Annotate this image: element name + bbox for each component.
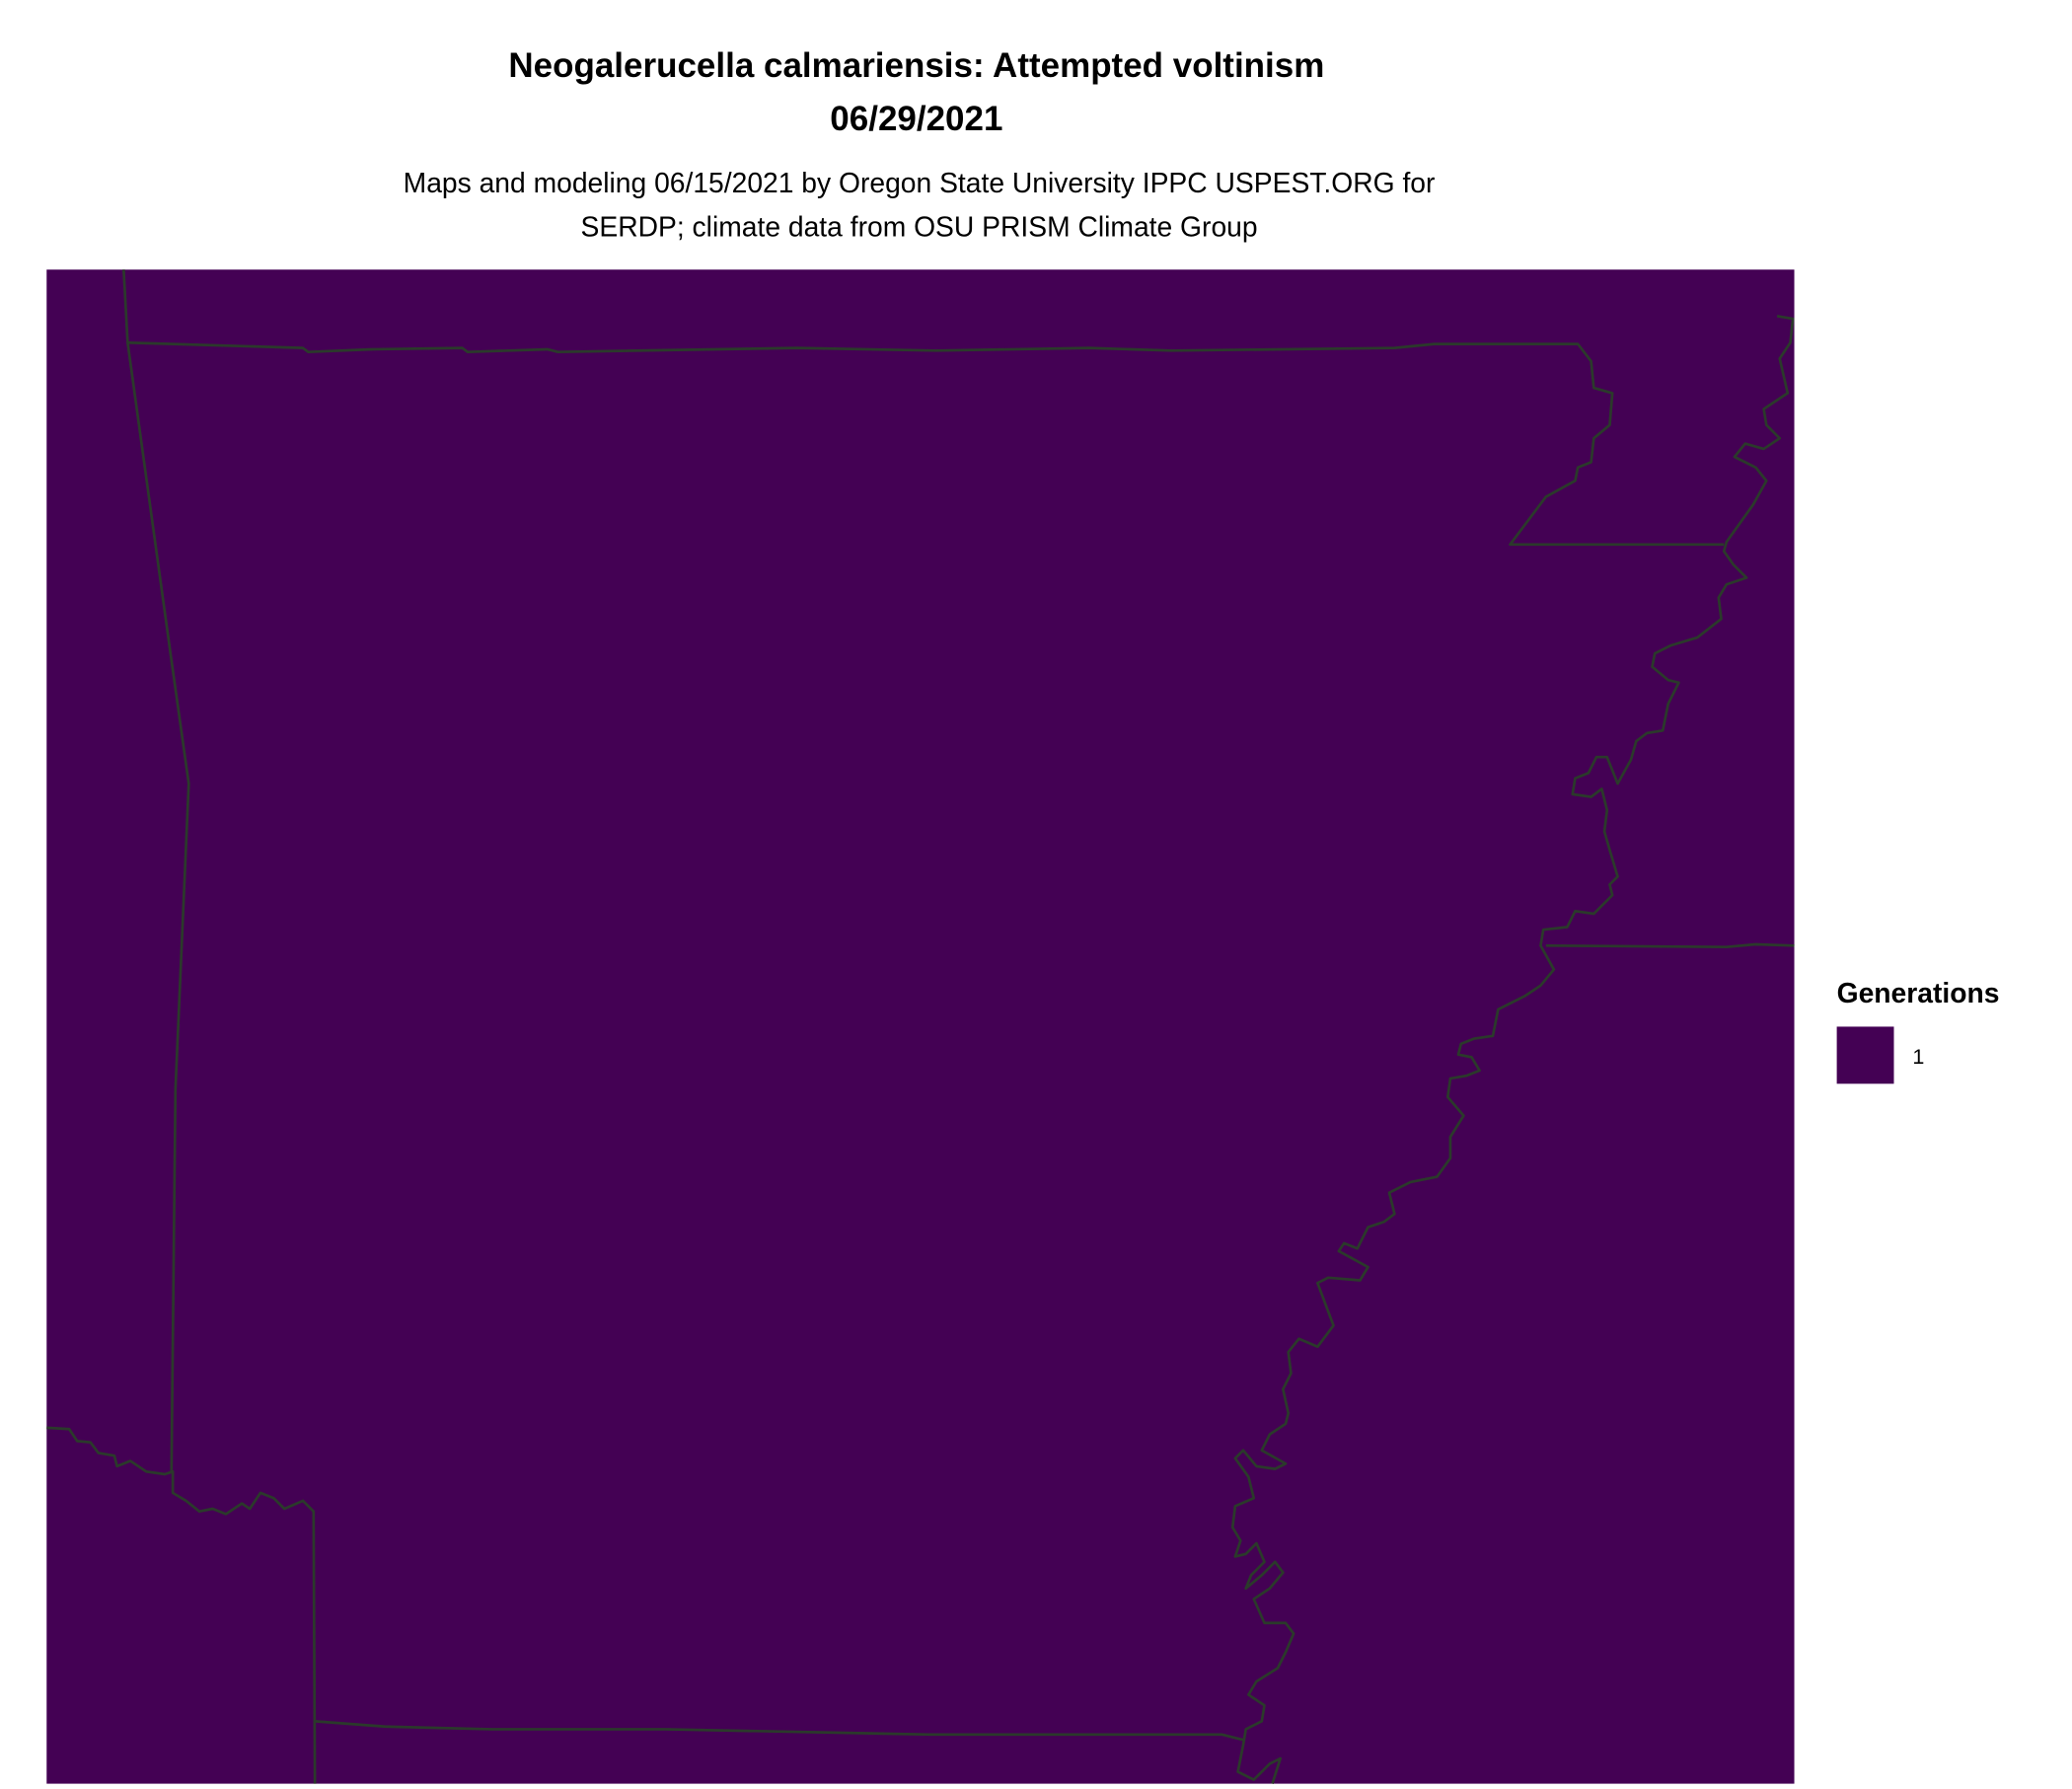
state-boundary-east-river bbox=[1230, 315, 1795, 1785]
legend-swatch-1 bbox=[1836, 1026, 1894, 1084]
subtitle-line-2: SERDP; climate data from OSU PRISM Clima… bbox=[581, 211, 1258, 243]
map-panel bbox=[46, 269, 1795, 1785]
state-boundary-north bbox=[127, 340, 1725, 547]
title-line-1: Neogalerucella calmariensis: Attempted v… bbox=[508, 46, 1324, 85]
subtitle-line-1: Maps and modeling 06/15/2021 by Oregon S… bbox=[404, 167, 1436, 198]
legend-label-1: 1 bbox=[1912, 1045, 1924, 1069]
legend-title: Generations bbox=[1837, 977, 2000, 1008]
state-boundary-tn-ms bbox=[1545, 942, 1795, 949]
state-boundary-south bbox=[315, 1720, 1244, 1742]
state-boundary-southwest bbox=[46, 1426, 317, 1784]
legend: Generations 1 bbox=[1836, 977, 2000, 1084]
title-line-2: 06/29/2021 bbox=[830, 100, 1002, 138]
state-boundary-west bbox=[121, 269, 190, 1472]
voltinism-raster bbox=[46, 269, 1795, 1784]
